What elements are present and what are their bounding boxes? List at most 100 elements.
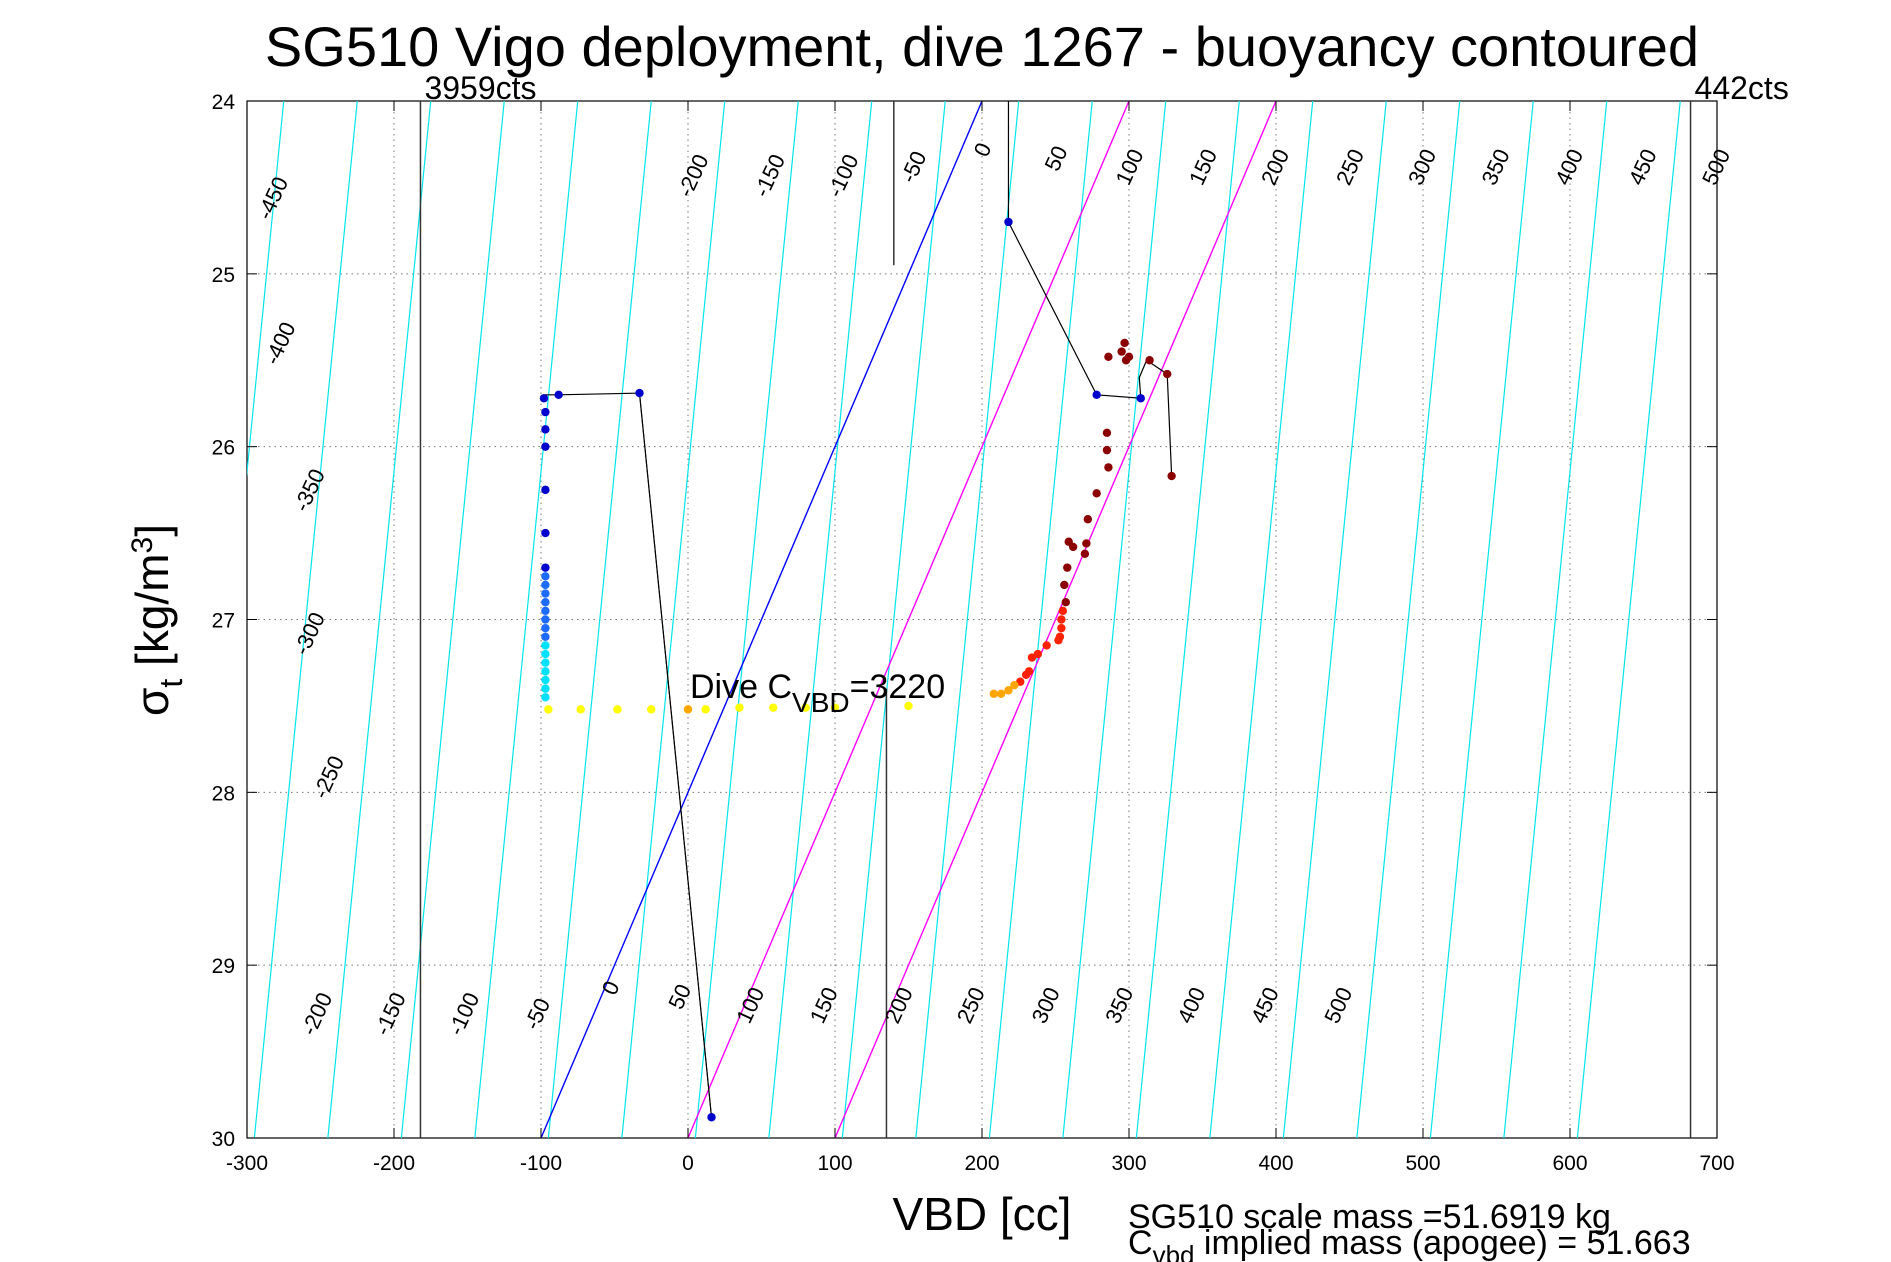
data-point: [544, 705, 553, 714]
data-point: [1136, 394, 1145, 403]
buoyancy-contour-line: [1209, 101, 1314, 1138]
data-point: [1104, 352, 1113, 361]
data-point: [635, 388, 644, 398]
vbd-limit-lines: 3959cts 442cts: [419, 70, 1789, 1138]
data-point: [1092, 489, 1101, 498]
buoyancy-contour-line: [1062, 101, 1167, 1138]
data-point: [1061, 598, 1070, 607]
data-point: [1117, 347, 1126, 356]
data-point: [989, 689, 998, 699]
data-point: [554, 390, 563, 400]
data-point: [1004, 217, 1013, 227]
data-point: [830, 703, 840, 712]
x-tick-label: 0: [682, 1152, 694, 1175]
vbd-limit-label: 442cts: [1695, 70, 1789, 106]
buoyancy-contour-line: [915, 101, 1020, 1138]
buoyancy-contour-line: [694, 101, 799, 1138]
data-point: [1104, 463, 1113, 472]
data-point: [541, 667, 550, 676]
buoyancy-contour-line: [841, 101, 946, 1138]
data-point: [1145, 356, 1154, 365]
y-tick-label: 25: [212, 264, 235, 287]
y-axis-sub: t: [153, 679, 189, 688]
data-point: [1083, 515, 1093, 524]
data-point: [541, 606, 550, 616]
data-point: [1027, 653, 1037, 662]
x-tick-label: 700: [1699, 1152, 1734, 1175]
data-point: [541, 623, 550, 633]
buoyancy-contour-line: [621, 101, 726, 1138]
x-tick-label: 400: [1258, 1152, 1293, 1175]
grid: [247, 101, 1717, 1138]
buoyancy-contour-line: [1135, 101, 1240, 1138]
data-point: [541, 485, 550, 495]
buoyancy-contour-highlight: [834, 101, 1277, 1138]
buoyancy-contour-line: [34, 101, 137, 1138]
data-point: [1082, 539, 1091, 548]
data-point: [1124, 352, 1134, 361]
buoyancy-contour-line: [988, 101, 1093, 1138]
y-axis-units-sup: 3: [126, 537, 159, 554]
x-tick-label: 300: [1111, 1152, 1146, 1175]
vbd-limit-label: 3959cts: [424, 70, 536, 106]
x-tick-label: 200: [964, 1152, 999, 1175]
data-point: [1004, 686, 1013, 695]
buoyancy-contour-highlight: [687, 101, 1130, 1138]
data-point: [1068, 542, 1078, 552]
buoyancy-contour-line: [768, 101, 873, 1138]
data-point: [1092, 390, 1101, 400]
y-tick-label: 27: [212, 610, 235, 633]
y-tick-label: 28: [212, 782, 235, 805]
data-point: [541, 632, 550, 641]
data-point: [541, 693, 550, 702]
buoyancy-contour-line: [327, 101, 432, 1138]
y-axis-units-end: ]: [126, 524, 178, 537]
y-tick-label: 29: [212, 955, 235, 978]
buoyancy-contour-line: [253, 101, 358, 1138]
data-point: [904, 701, 913, 711]
x-tick-label: 100: [817, 1152, 852, 1175]
data-point: [1102, 445, 1112, 455]
dive-track-line: [638, 393, 713, 1118]
data-point: [1167, 471, 1176, 481]
data-point: [541, 442, 550, 451]
x-tick-label: -300: [226, 1152, 268, 1175]
data-point: [541, 528, 550, 538]
x-tick-label: 600: [1552, 1152, 1587, 1175]
data-point: [541, 589, 550, 598]
data-point: [541, 684, 550, 693]
buoyancy-contour-line: [1282, 101, 1387, 1138]
buoyancy-contour-line: [247, 101, 285, 478]
buoyancy-contour-line: [0, 101, 63, 1138]
y-axis-units: [kg/m: [126, 553, 178, 678]
buoyancy-contour-line: [1429, 101, 1534, 1138]
footer-vbd-sub: vbd: [1153, 1240, 1195, 1262]
data-point: [801, 703, 810, 712]
data-point: [1058, 606, 1068, 616]
buoyancy-contours: [0, 101, 1681, 1138]
data-point: [541, 407, 550, 417]
buoyancy-contour-line: [1576, 101, 1681, 1138]
y-tick-label: 24: [212, 91, 236, 114]
data-point: [541, 649, 550, 659]
data-point: [1080, 549, 1090, 559]
x-axis-label: VBD [cc]: [893, 1188, 1072, 1240]
annotation-sub: VBD: [792, 687, 850, 718]
y-tick-label: 26: [212, 437, 235, 460]
data-point: [576, 705, 585, 714]
footer-implied-text: implied mass (apogee) = 51.663: [1194, 1224, 1690, 1262]
axis-ticks: -300 -200 -100 0 100 200 300 400 500 600 700 24 25 26…: [212, 91, 1735, 1175]
footer-scale-mass: SG510 scale mass =51.6919 kg: [1128, 1198, 1611, 1236]
footer-c: C: [1128, 1224, 1153, 1262]
data-points: [539, 217, 1176, 1122]
data-point: [541, 598, 550, 607]
y-axis-label: σt [kg/m3]: [126, 524, 189, 716]
y-tick-label: 30: [212, 1128, 235, 1151]
data-point: [1042, 641, 1051, 650]
x-tick-label: -200: [373, 1152, 415, 1175]
data-point: [769, 703, 778, 712]
data-point: [647, 705, 656, 714]
dive-cvbd-annotation: Dive CVBD=3220: [690, 668, 945, 718]
data-point: [541, 658, 550, 667]
